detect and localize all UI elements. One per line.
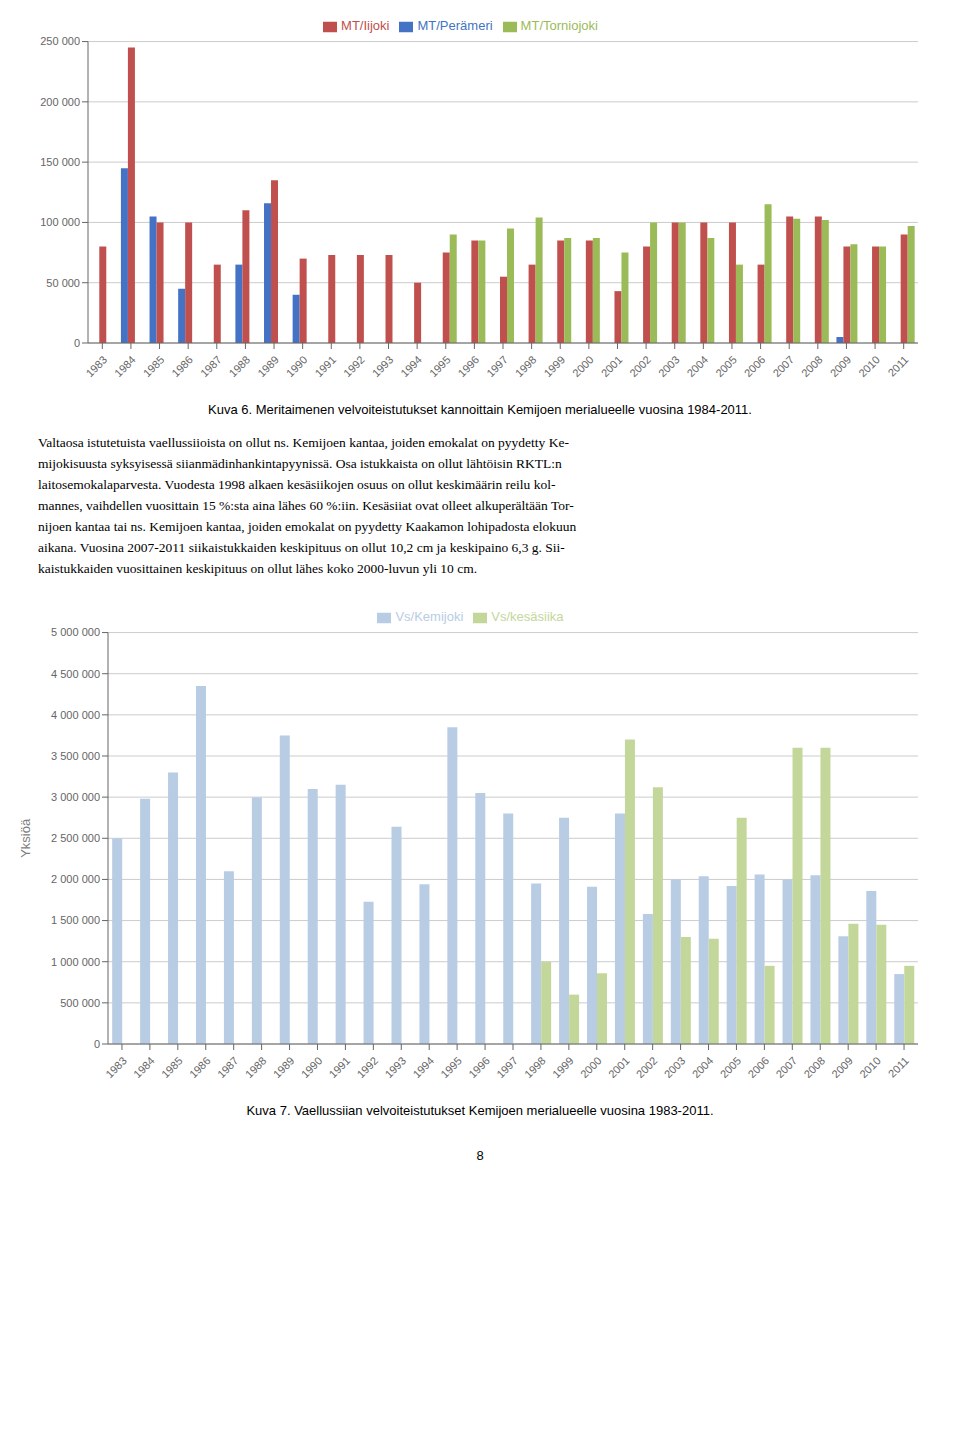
svg-text:1992: 1992 [354,1055,380,1081]
svg-text:1992: 1992 [341,353,367,379]
svg-text:100 000: 100 000 [40,216,80,228]
svg-text:1997: 1997 [494,1055,520,1081]
html-text:MT/Torniojoki: MT/Torniojoki [520,18,598,33]
svg-text:2006: 2006 [742,353,768,379]
svg-text:1988: 1988 [243,1055,269,1081]
svg-text:4 000 000: 4 000 000 [51,709,100,721]
svg-text:1996: 1996 [466,1055,492,1081]
html-text:MT/Perämeri: MT/Perämeri [417,18,493,33]
html-text:8: 8 [476,1148,484,1164]
html-text:Valtaosa istutetuista vaelluss: Valtaosa istutetuista vaellussiioista on… [38,435,577,576]
svg-text:2002: 2002 [627,353,653,379]
svg-text:1988: 1988 [227,353,253,379]
svg-text:1989: 1989 [255,353,281,379]
html-text:Kuva 6. Meritaimenen velvoitei: Kuva 6. Meritaimenen velvoiteistutukset … [208,402,752,417]
svg-text:2011: 2011 [886,1055,911,1080]
svg-text:1989: 1989 [271,1055,297,1081]
svg-text:3 500 000: 3 500 000 [51,750,100,762]
svg-text:0: 0 [94,1038,100,1050]
svg-text:1991: 1991 [327,1055,353,1081]
svg-text:1984: 1984 [131,1055,157,1081]
svg-text:2000: 2000 [578,1055,604,1081]
svg-text:2007: 2007 [773,1055,799,1081]
svg-text:2002: 2002 [634,1055,660,1081]
svg-text:1998: 1998 [513,353,539,379]
svg-text:2008: 2008 [799,353,825,379]
svg-text:1990: 1990 [299,1055,325,1081]
svg-text:Yksiöä: Yksiöä [18,818,33,858]
svg-text:200 000: 200 000 [40,96,80,108]
svg-text:1993: 1993 [382,1055,408,1081]
svg-text:50 000: 50 000 [46,277,80,289]
svg-text:1993: 1993 [370,353,396,379]
svg-text:1985: 1985 [159,1055,185,1081]
svg-text:1986: 1986 [169,353,195,379]
svg-text:2009: 2009 [829,1055,855,1081]
svg-text:2006: 2006 [746,1055,772,1081]
svg-text:1991: 1991 [312,353,338,379]
svg-text:1 000 000: 1 000 000 [51,956,100,968]
svg-text:4 500 000: 4 500 000 [51,668,100,680]
svg-text:1994: 1994 [410,1055,436,1081]
svg-text:500 000: 500 000 [60,997,100,1009]
html-text:MT/Iijoki: MT/Iijoki [341,18,390,33]
svg-text:1985: 1985 [141,353,167,379]
svg-text:2010: 2010 [857,1055,883,1081]
svg-text:2004: 2004 [684,353,710,379]
svg-text:2009: 2009 [828,353,854,379]
svg-text:1996: 1996 [456,353,482,379]
svg-text:2 000 000: 2 000 000 [51,874,100,886]
svg-text:2 500 000: 2 500 000 [51,833,100,845]
svg-text:0: 0 [74,337,80,349]
svg-text:3 000 000: 3 000 000 [51,791,100,803]
svg-text:1999: 1999 [541,353,567,379]
svg-text:1 500 000: 1 500 000 [51,915,100,927]
svg-text:1997: 1997 [484,353,510,379]
svg-text:1995: 1995 [427,353,453,379]
svg-text:2008: 2008 [801,1055,827,1081]
svg-text:2005: 2005 [713,353,739,379]
svg-text:2001: 2001 [599,353,625,379]
svg-text:1987: 1987 [215,1055,241,1081]
svg-text:2007: 2007 [770,353,796,379]
svg-text:5 000 000: 5 000 000 [51,627,100,639]
svg-text:2011: 2011 [885,353,910,378]
svg-text:1990: 1990 [284,353,310,379]
html-text:Vs/Kemijoki: Vs/Kemijoki [395,609,464,625]
html-text:Kuva 7. Vaellussiian velvoitei: Kuva 7. Vaellussiian velvoiteistutukset … [246,1103,714,1119]
svg-text:2003: 2003 [656,353,682,379]
svg-text:2010: 2010 [856,353,882,379]
svg-text:2005: 2005 [718,1055,744,1081]
svg-text:2004: 2004 [690,1055,716,1081]
svg-text:250 000: 250 000 [40,35,80,47]
svg-text:2000: 2000 [570,353,596,379]
svg-text:1983: 1983 [83,353,109,379]
svg-text:1995: 1995 [438,1055,464,1081]
svg-text:1986: 1986 [187,1055,213,1081]
svg-text:1994: 1994 [398,353,424,379]
svg-text:150 000: 150 000 [40,156,80,168]
svg-text:2003: 2003 [662,1055,688,1081]
svg-text:1999: 1999 [550,1055,576,1081]
svg-text:1984: 1984 [112,353,138,379]
html-text:Vs/kesäsiika: Vs/kesäsiika [491,609,564,625]
svg-text:1998: 1998 [522,1055,548,1081]
svg-text:1983: 1983 [103,1055,129,1081]
svg-text:1987: 1987 [198,353,224,379]
svg-text:2001: 2001 [606,1055,632,1081]
